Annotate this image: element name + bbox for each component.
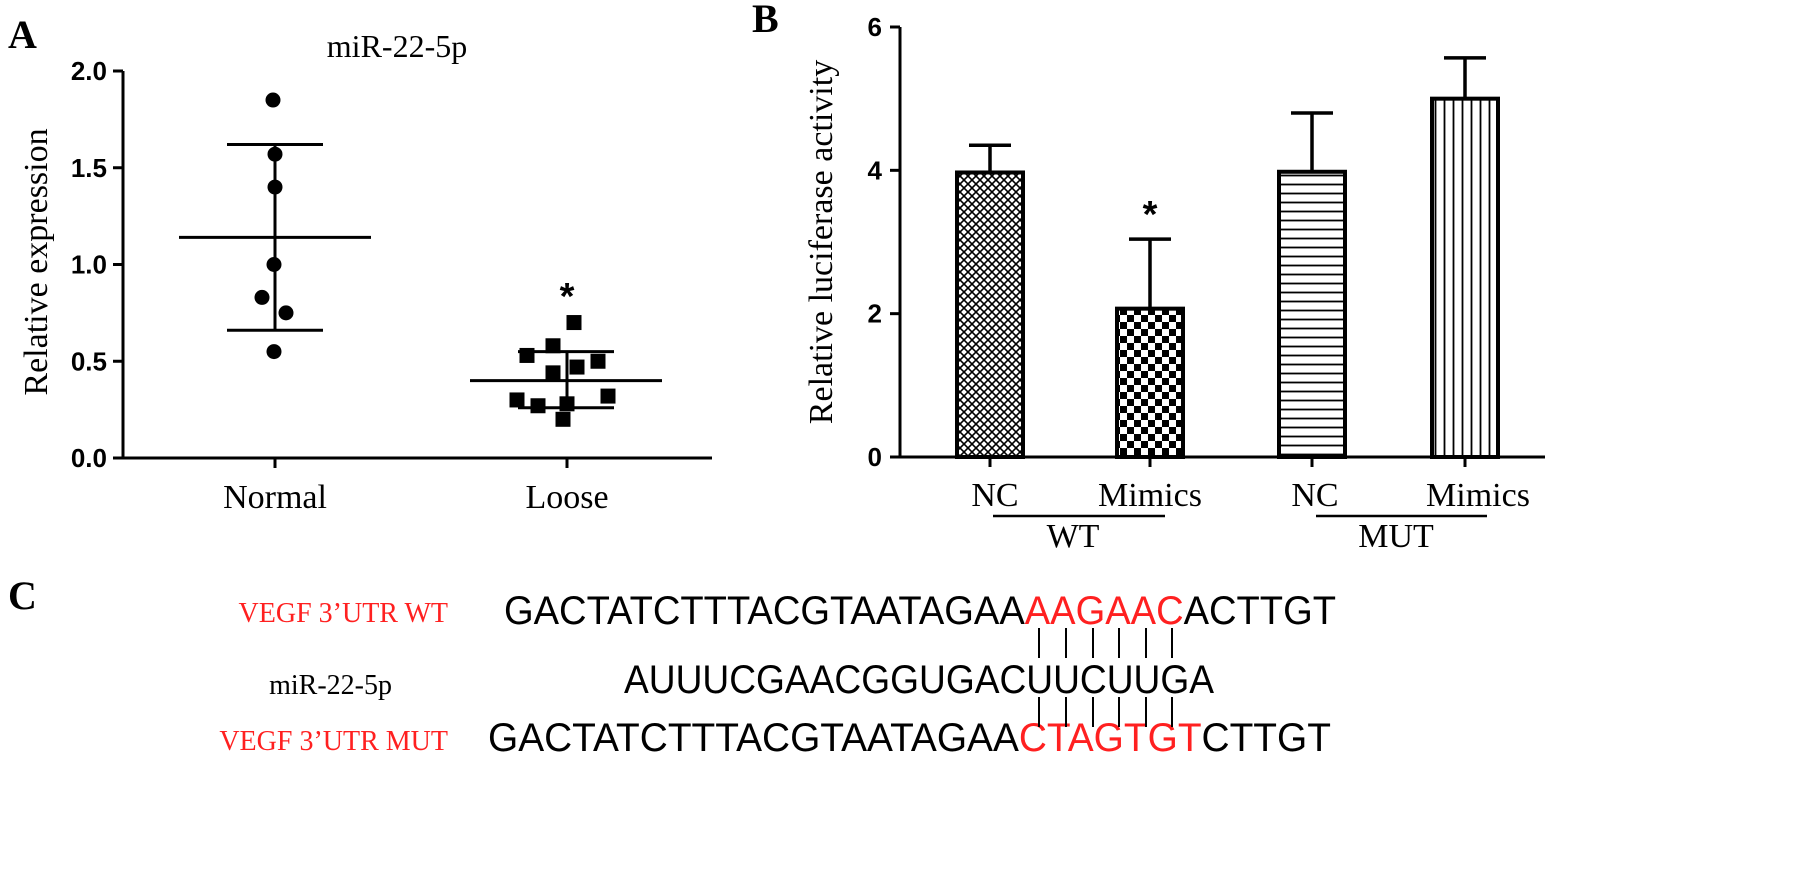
- loose-point: [590, 353, 606, 369]
- loose-point: [559, 396, 575, 412]
- loose-point: [545, 365, 561, 381]
- bar: [1430, 96, 1500, 460]
- x-tick-label: Normal: [223, 479, 327, 516]
- bar-significance-star: *: [1143, 194, 1158, 236]
- mir-label: miR-22-5p: [269, 670, 392, 701]
- wt-sequence: GACTATCTTTACGTAATAGAAAAGAACACTTGT: [504, 589, 1336, 633]
- x-tick-label: Loose: [525, 479, 608, 516]
- x-tick-label: NC: [1291, 477, 1338, 514]
- y-tick-label: 2: [868, 299, 882, 329]
- panel-c: C VEGF 3’UTR WT miR-22-5p VEGF 3’UTR MUT…: [8, 573, 1336, 760]
- loose-significance-star: *: [560, 276, 575, 318]
- chart-b-axes: 0 2 4 6 NC Mimics NC Mimics WT MUT: [868, 12, 1545, 555]
- wt-label: VEGF 3’UTR WT: [239, 598, 448, 629]
- y-tick-label: 6: [868, 12, 882, 42]
- panel-c-letter: C: [8, 573, 37, 618]
- wt-suffix: ACTTGT: [1184, 589, 1336, 633]
- loose-point: [519, 347, 535, 363]
- wt-site: AAGAAC: [1025, 589, 1184, 633]
- mut-suffix: CTTGT: [1202, 716, 1331, 760]
- chart-a-ylabel: Relative expression: [18, 128, 55, 395]
- normal-point: [266, 344, 282, 360]
- y-tick-label: 4: [868, 155, 883, 185]
- mut-site: CTAGTGT: [1019, 716, 1202, 760]
- loose-point: [600, 388, 616, 404]
- wt-prefix: GACTATCTTTACGTAATAGAA: [504, 589, 1025, 633]
- y-tick-label: 0.0: [71, 443, 107, 473]
- group-label-mut: MUT: [1358, 518, 1434, 555]
- y-tick-label: 0.5: [71, 346, 107, 376]
- loose-point: [530, 398, 546, 414]
- normal-point: [278, 305, 294, 321]
- loose-point: [545, 338, 561, 354]
- loose-point: [555, 411, 571, 427]
- panel-a: A miR-22-5p Relative expression 0.0 0.5 1.…: [8, 12, 712, 516]
- panel-b: B Relative luciferase activity 0 2 4 6 NC Mim…: [752, 0, 1545, 555]
- loose-point: [509, 392, 525, 408]
- y-tick-label: 0: [868, 442, 882, 472]
- panel-b-letter: B: [752, 0, 779, 41]
- y-tick-label: 1.5: [71, 153, 107, 183]
- normal-point: [254, 289, 270, 305]
- pairing-lines-top: [1038, 628, 1173, 658]
- loose-point: [566, 315, 582, 331]
- normal-point: [265, 92, 281, 108]
- mut-sequence: GACTATCTTTACGTAATAGAACTAGTGTCTTGT: [488, 716, 1331, 760]
- chart-b-ylabel: Relative luciferase activity: [803, 60, 840, 424]
- chart-a-axes: 0.0 0.5 1.0 1.5 2.0 Normal Loose: [71, 56, 712, 516]
- panel-a-letter: A: [8, 12, 37, 57]
- x-tick-label: NC: [971, 477, 1018, 514]
- loose-point: [569, 359, 585, 375]
- bar: [1115, 306, 1185, 459]
- x-tick-label: Mimics: [1426, 477, 1530, 514]
- mut-label: VEGF 3’UTR MUT: [219, 726, 448, 757]
- y-tick-label: 2.0: [71, 56, 107, 86]
- y-tick-label: 1.0: [71, 250, 107, 280]
- chart-b-marks: *: [955, 56, 1500, 460]
- pairing-lines-bottom: [1038, 697, 1173, 727]
- x-tick-label: Mimics: [1098, 477, 1202, 514]
- mir-sequence: AUUUCGAACGGUGACUUCUUGA: [624, 658, 1214, 702]
- normal-point: [267, 179, 283, 195]
- normal-point: [266, 257, 282, 272]
- bar: [955, 170, 1025, 459]
- normal-point: [267, 146, 283, 162]
- group-label-wt: WT: [1047, 518, 1100, 555]
- chart-a-marks: *: [179, 92, 662, 427]
- bar: [1277, 169, 1347, 459]
- mut-prefix: GACTATCTTTACGTAATAGAA: [488, 716, 1019, 760]
- chart-a-title: miR-22-5p: [327, 28, 467, 64]
